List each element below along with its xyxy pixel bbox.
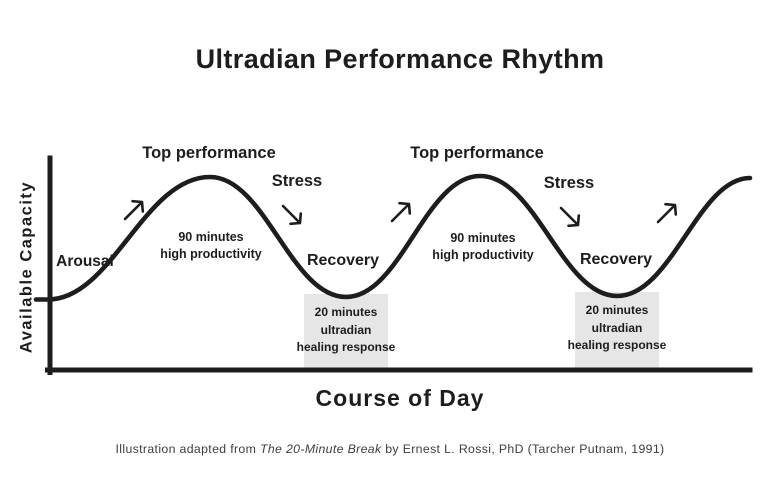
arousal-label: Arousal bbox=[56, 253, 114, 270]
rising-arrow-icon bbox=[656, 202, 678, 224]
top-performance-label: Top performance bbox=[142, 144, 276, 162]
stress-label: Stress bbox=[543, 174, 595, 192]
recovery-label: Recovery bbox=[579, 251, 653, 268]
healing-note-line: 20 minutes bbox=[314, 305, 378, 319]
productivity-note: 90 minutes high productivity bbox=[160, 229, 261, 263]
attribution-caption: Illustration adapted from The 20-Minute … bbox=[116, 442, 665, 456]
axes-lines bbox=[45, 155, 753, 375]
healing-zone-box bbox=[575, 292, 659, 370]
healing-note: 20 minutes ultradian healing response bbox=[568, 302, 667, 355]
healing-note-line: 20 minutes bbox=[585, 303, 649, 317]
falling-arrow-icon bbox=[559, 206, 581, 228]
productivity-note-line: high productivity bbox=[160, 247, 262, 261]
performance-curve bbox=[33, 173, 753, 302]
productivity-note: 90 minutes high productivity bbox=[432, 230, 533, 264]
healing-note-line: ultradian bbox=[320, 322, 372, 337]
caption-book-title: The 20-Minute Break bbox=[259, 442, 382, 456]
healing-note-line: ultradian bbox=[591, 320, 643, 335]
rising-arrow-icon bbox=[390, 201, 412, 223]
recovery-label: Recovery bbox=[306, 252, 380, 269]
x-axis-label: Course of Day bbox=[315, 385, 485, 411]
caption-prefix: Illustration adapted from bbox=[115, 442, 260, 456]
productivity-note-line: 90 minutes bbox=[450, 231, 516, 245]
stress-label: Stress bbox=[271, 172, 323, 190]
healing-note: 20 minutes ultradian healing response bbox=[297, 304, 396, 357]
healing-note-line: healing response bbox=[296, 340, 396, 354]
healing-note-line: healing response bbox=[567, 338, 667, 352]
y-axis-label: Available Capacity bbox=[17, 180, 36, 354]
productivity-note-line: 90 minutes bbox=[178, 230, 244, 244]
rising-arrow-icon bbox=[123, 199, 145, 221]
top-performance-label: Top performance bbox=[410, 144, 544, 162]
figure-title: Ultradian Performance Rhythm bbox=[195, 44, 605, 74]
healing-zone-box bbox=[304, 294, 388, 370]
caption-suffix: by Ernest L. Rossi, PhD (Tarcher Putnam,… bbox=[381, 442, 665, 456]
productivity-note-line: high productivity bbox=[432, 248, 534, 262]
falling-arrow-icon bbox=[281, 204, 303, 226]
